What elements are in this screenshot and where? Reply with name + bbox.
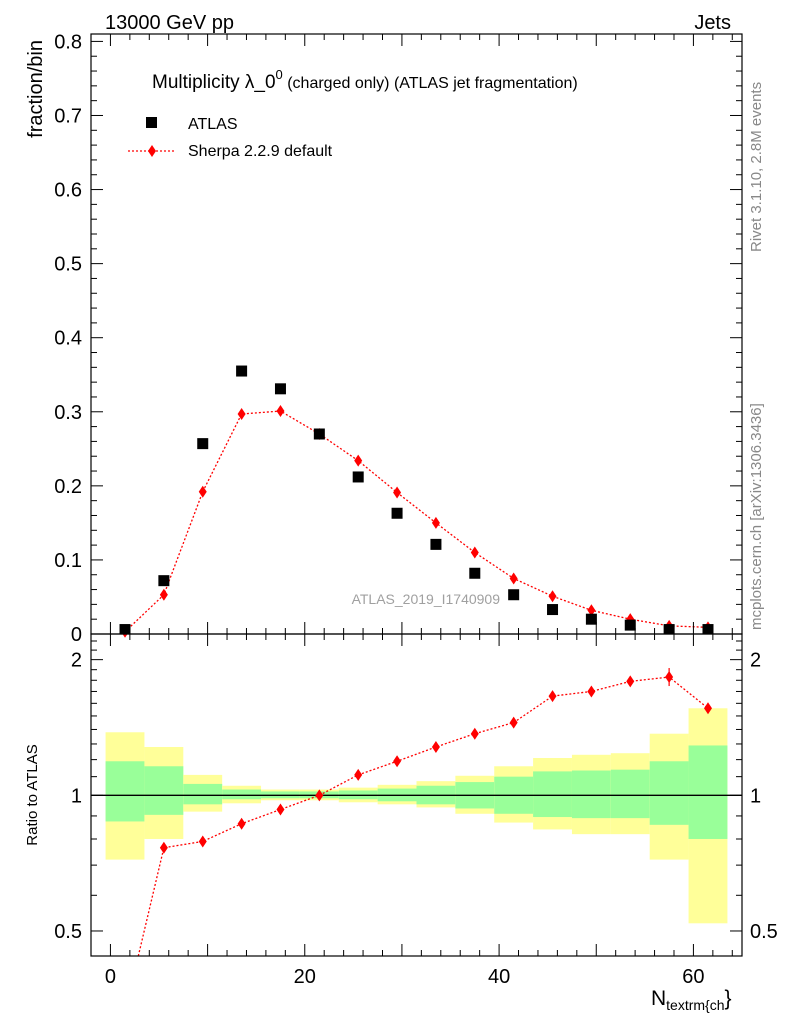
sherpa-main-point bbox=[354, 454, 363, 467]
atlas-data-point bbox=[313, 428, 325, 440]
sherpa-main-point bbox=[470, 546, 479, 559]
ratio-y-axis-label: Ratio to ATLAS bbox=[24, 744, 41, 845]
sherpa-main-point bbox=[509, 572, 518, 585]
sherpa-ratio-point bbox=[626, 675, 635, 688]
sherpa-main-point bbox=[393, 486, 402, 499]
main-plot-subtitle: (charged only) (ATLAS jet fragmentation) bbox=[283, 75, 578, 92]
main-y-axis-label: fraction/bin bbox=[25, 40, 47, 138]
legend: ATLAS Sherpa 2.2.9 default bbox=[128, 116, 333, 160]
sherpa-ratio-point bbox=[393, 755, 402, 768]
atlas-data-point bbox=[624, 619, 636, 631]
main-y-tick-label: 0 bbox=[71, 624, 82, 646]
analysis-watermark: ATLAS_2019_I1740909 bbox=[352, 591, 501, 607]
x-tick-label: 0 bbox=[105, 966, 116, 988]
sherpa-ratio-line bbox=[137, 676, 709, 957]
atlas-data-point bbox=[469, 567, 481, 579]
main-y-tick-label: 0.3 bbox=[54, 402, 82, 424]
atlas-data-point bbox=[663, 624, 675, 634]
main-y-tick-label: 0.5 bbox=[54, 254, 82, 276]
sherpa-ratio-point bbox=[198, 835, 207, 848]
sherpa-ratio-point bbox=[587, 685, 596, 698]
stat-uncertainty-band bbox=[649, 761, 689, 825]
sherpa-ratio-point bbox=[509, 716, 518, 729]
x-tick-label: 20 bbox=[294, 966, 316, 988]
stat-uncertainty-band bbox=[183, 783, 223, 805]
ratio-y-tick-label-right: 2 bbox=[750, 650, 761, 672]
legend-atlas-label: ATLAS bbox=[188, 116, 238, 133]
ratio-y-tick-label-right: 0.5 bbox=[750, 921, 778, 943]
main-y-tick-label: 0.1 bbox=[54, 550, 82, 572]
sherpa-main-point bbox=[198, 485, 207, 498]
x-tick-label: 60 bbox=[682, 966, 704, 988]
x-axis-label-tail: } bbox=[725, 987, 732, 1010]
sherpa-main-point bbox=[587, 604, 596, 617]
sherpa-main-point bbox=[548, 590, 557, 603]
atlas-data-point bbox=[508, 589, 520, 601]
sherpa-main-line bbox=[124, 410, 709, 633]
main-y-tick-label: 0.8 bbox=[54, 31, 82, 53]
main-plot-title-text: Multiplicity λ_0 bbox=[152, 72, 276, 93]
mcplots-source-label: mcplots.cern.ch [arXiv:1306.3436] bbox=[748, 403, 765, 630]
sherpa-main-point bbox=[237, 408, 246, 420]
atlas-data-point bbox=[197, 438, 209, 450]
ratio-y-tick-label-left: 1 bbox=[71, 785, 82, 807]
atlas-data-point bbox=[702, 624, 714, 634]
sherpa-ratio-point bbox=[276, 803, 285, 816]
atlas-data-point bbox=[585, 613, 597, 625]
sherpa-ratio-point bbox=[237, 817, 246, 830]
background-layer bbox=[105, 708, 728, 924]
atlas-data-point bbox=[158, 575, 170, 587]
sherpa-main-point bbox=[431, 516, 440, 529]
main-plot-title-superscript: 0 bbox=[276, 67, 283, 82]
ratio-y-tick-label-right: 1 bbox=[750, 785, 761, 807]
main-plot-title: Multiplicity λ_00 (charged only) (ATLAS … bbox=[152, 67, 578, 93]
main-y-tick-label: 0.6 bbox=[54, 180, 82, 202]
stat-uncertainty-band bbox=[571, 770, 611, 819]
legend-sherpa-marker bbox=[148, 145, 156, 157]
atlas-data-point bbox=[430, 538, 442, 550]
stat-uncertainty-band bbox=[533, 771, 572, 818]
stat-uncertainty-band bbox=[688, 745, 728, 839]
sherpa-ratio-point bbox=[354, 768, 363, 781]
ratio-y-tick-label-left: 2 bbox=[71, 650, 82, 672]
sherpa-ratio-point bbox=[703, 702, 712, 715]
sherpa-ratio-point bbox=[315, 789, 324, 802]
x-axis-label-main: N bbox=[651, 987, 666, 1010]
atlas-data-point bbox=[352, 471, 364, 483]
marks-layer bbox=[91, 365, 742, 957]
ratio-y-tick-label-left: 0.5 bbox=[54, 921, 82, 943]
x-axis-label: Ntextrm{ch} bbox=[651, 987, 732, 1013]
axis-layer: 00.10.20.30.40.50.60.70.80 20 40 600.5 0.51 1… bbox=[54, 31, 778, 988]
sherpa-ratio-point bbox=[548, 690, 557, 703]
sherpa-ratio-point bbox=[431, 740, 440, 753]
stat-uncertainty-band bbox=[610, 769, 650, 819]
atlas-data-point bbox=[119, 624, 131, 634]
main-y-tick-label: 0.2 bbox=[54, 476, 82, 498]
atlas-data-point bbox=[274, 383, 286, 395]
legend-sherpa-label: Sherpa 2.2.9 default bbox=[188, 143, 333, 160]
legend-atlas-marker bbox=[146, 117, 157, 128]
sherpa-ratio-point bbox=[470, 727, 479, 740]
x-axis-label-subscript: textrm{ch bbox=[666, 997, 724, 1013]
main-y-tick-label: 0.4 bbox=[54, 328, 82, 350]
atlas-data-point bbox=[236, 365, 248, 377]
main-y-tick-label: 0.7 bbox=[54, 105, 82, 127]
sherpa-ratio-point bbox=[159, 841, 168, 854]
header-energy-label: 13000 GeV pp bbox=[105, 12, 234, 34]
x-tick-label: 40 bbox=[488, 966, 510, 988]
atlas-data-point bbox=[391, 507, 403, 519]
stat-uncertainty-band bbox=[144, 766, 184, 815]
sherpa-main-point bbox=[276, 405, 285, 418]
stat-uncertainty-band bbox=[222, 789, 262, 800]
atlas-data-point bbox=[547, 604, 559, 616]
header-process-label: Jets bbox=[694, 12, 731, 34]
sherpa-main-point bbox=[159, 588, 168, 601]
rivet-version-label: Rivet 3.1.10, 2.8M events bbox=[748, 82, 765, 252]
stat-uncertainty-band bbox=[105, 761, 145, 822]
